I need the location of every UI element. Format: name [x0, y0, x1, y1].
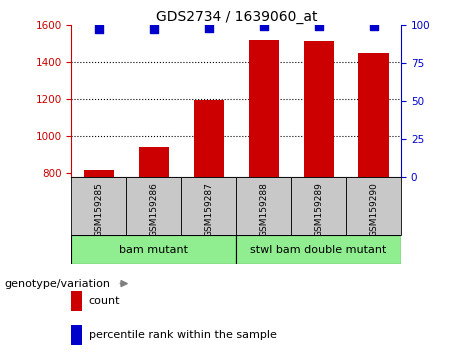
Bar	[71, 235, 236, 264]
Point	[95, 27, 103, 32]
Title: GDS2734 / 1639060_at: GDS2734 / 1639060_at	[155, 10, 317, 24]
Bar	[303, 41, 334, 177]
Point	[150, 27, 158, 32]
Bar	[194, 100, 224, 177]
Text: genotype/variation: genotype/variation	[5, 279, 111, 289]
Text: GSM159287: GSM159287	[204, 182, 213, 236]
Text: bam mutant: bam mutant	[119, 245, 189, 255]
Bar	[139, 147, 169, 177]
Point	[260, 23, 267, 29]
Bar	[71, 177, 126, 235]
Bar	[346, 177, 401, 235]
Text: stwl bam double mutant: stwl bam double mutant	[250, 245, 387, 255]
Point	[370, 23, 377, 29]
Text: GSM159286: GSM159286	[149, 182, 159, 236]
Text: count: count	[89, 296, 120, 306]
Text: GSM159285: GSM159285	[95, 182, 103, 236]
Bar	[359, 53, 389, 177]
Bar	[84, 170, 114, 177]
Bar	[236, 235, 401, 264]
Bar	[71, 325, 82, 345]
Point	[205, 25, 213, 31]
Text: percentile rank within the sample: percentile rank within the sample	[89, 330, 277, 340]
Text: GSM159289: GSM159289	[314, 182, 323, 236]
Text: GSM159290: GSM159290	[369, 182, 378, 236]
Bar	[71, 291, 82, 311]
Bar	[248, 40, 279, 177]
Bar	[236, 177, 291, 235]
Bar	[291, 177, 346, 235]
Bar	[126, 177, 181, 235]
Bar	[181, 177, 236, 235]
Point	[315, 23, 322, 29]
Text: GSM159288: GSM159288	[259, 182, 268, 236]
